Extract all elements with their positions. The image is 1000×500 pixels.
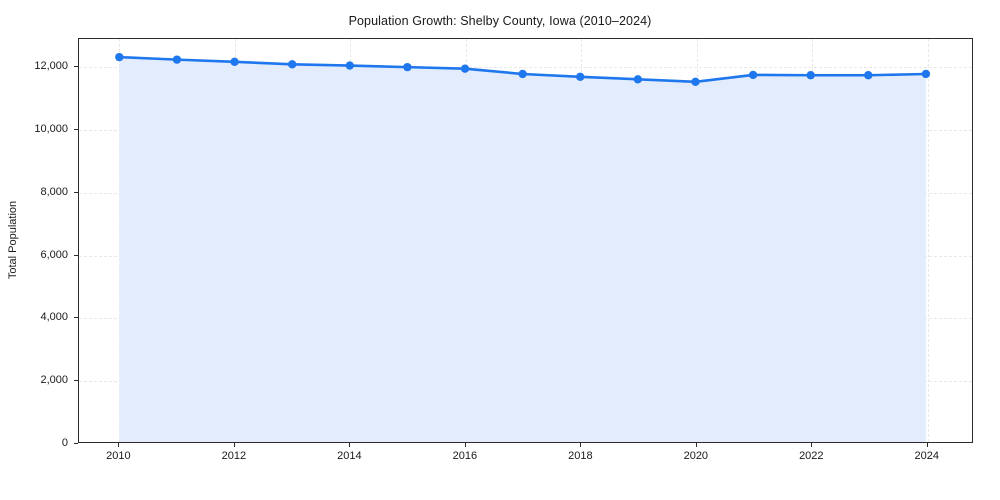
y-tick-label: 10,000	[34, 123, 68, 136]
x-tick-mark	[695, 443, 697, 447]
gridline-x	[927, 39, 929, 442]
x-tick-label: 2010	[106, 450, 131, 462]
x-tick-label: 2024	[914, 450, 940, 462]
data-point-marker	[518, 69, 527, 79]
data-point-marker	[403, 62, 412, 72]
x-tick-mark	[811, 443, 813, 447]
y-tick-label: 2,000	[40, 374, 68, 387]
x-tick-label: 2020	[683, 450, 709, 462]
x-tick-mark	[118, 443, 120, 447]
gridline-y	[79, 67, 972, 69]
y-tick-label: 12,000	[34, 60, 68, 73]
x-tick-label: 2022	[799, 450, 824, 462]
y-tick-label: 0	[61, 437, 68, 449]
y-axis-label: Total Population	[7, 200, 19, 280]
data-point-marker	[345, 61, 354, 70]
data-point-marker	[115, 52, 124, 62]
y-tick-label: 4,000	[40, 311, 68, 324]
data-point-marker	[287, 60, 297, 69]
y-tick-mark	[74, 443, 78, 444]
x-tick-label: 2018	[568, 450, 593, 462]
x-tick-mark	[580, 443, 582, 447]
x-tick-mark	[349, 443, 351, 447]
chart-title: Population Growth: Shelby County, Iowa (…	[348, 14, 652, 28]
x-tick-mark	[926, 443, 928, 447]
data-point-marker	[460, 64, 470, 73]
data-point-marker	[633, 75, 643, 84]
data-point-marker	[921, 69, 931, 79]
y-tick-label: 8,000	[40, 185, 68, 198]
x-tick-label: 2014	[337, 450, 362, 462]
data-point-marker	[230, 57, 239, 66]
x-tick-label: 2012	[221, 450, 247, 462]
data-point-marker	[576, 72, 585, 81]
data-point-marker	[691, 77, 700, 86]
x-tick-mark	[233, 443, 235, 447]
data-point-marker	[172, 55, 182, 64]
plot-area	[78, 38, 973, 443]
area-fill	[119, 57, 926, 442]
x-tick-mark	[464, 443, 466, 447]
x-tick-label: 2016	[452, 450, 478, 462]
data-point-marker	[806, 71, 815, 80]
data-point-marker	[748, 70, 758, 80]
population-series	[115, 52, 931, 442]
data-point-marker	[864, 71, 873, 80]
